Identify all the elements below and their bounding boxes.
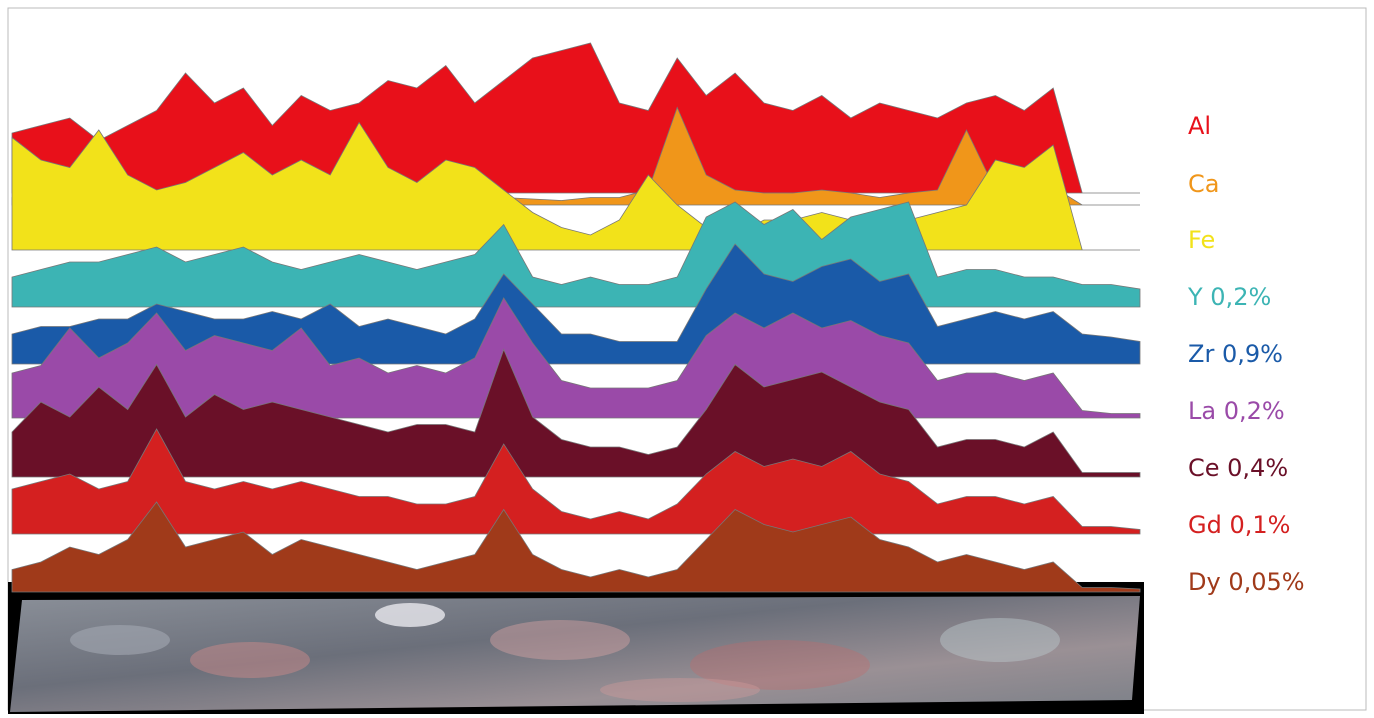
legend-label: Zr 0,9% <box>1188 340 1283 368</box>
legend: Al Ca Fe Y 0,2% Zr 0,9% La 0,2% Ce 0,4% Gd 0,1%… <box>1187 112 1305 596</box>
legend-label: Al <box>1188 112 1211 140</box>
profiles <box>12 43 1140 592</box>
legend-label: La 0,2% <box>1188 397 1285 425</box>
legend-label: Gd 0,1% <box>1188 511 1290 539</box>
core-image <box>8 582 1144 714</box>
legend-label: Dy 0,05% <box>1188 568 1305 596</box>
figure: Al Ca Fe Y 0,2% Zr 0,9% La 0,2% Ce 0,4% Gd 0,1%… <box>0 0 1374 718</box>
legend-label: Ca <box>1188 170 1219 198</box>
legend-label: Fe <box>1188 226 1215 254</box>
legend-label: Ce 0,4% <box>1188 454 1288 482</box>
legend-label: Y 0,2% <box>1187 283 1271 311</box>
